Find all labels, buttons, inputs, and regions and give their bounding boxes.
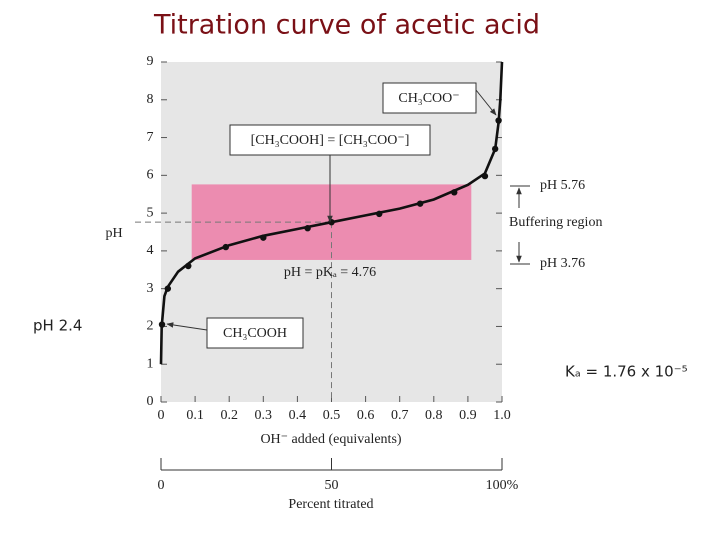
data-point xyxy=(328,218,335,226)
data-point xyxy=(491,145,499,153)
x2-tick-label: 50 xyxy=(325,478,339,493)
x2-tick-label: 0 xyxy=(158,478,165,493)
y-tick-label: 8 xyxy=(147,92,154,107)
annotation: [CH₃COOH] = [CH₃COO⁻] xyxy=(251,133,410,148)
y-tick-label: 2 xyxy=(147,319,154,334)
annotation: pH 2.4 xyxy=(33,317,82,335)
x-tick-label: 0.8 xyxy=(425,408,443,423)
data-point xyxy=(495,117,502,124)
x-tick-label: 0.3 xyxy=(255,408,273,423)
data-point xyxy=(260,234,267,241)
x-tick-label: 0 xyxy=(158,408,165,423)
annotation: pH 3.76 xyxy=(540,256,585,271)
x-tick-label: 0.2 xyxy=(220,408,238,423)
data-point xyxy=(304,225,311,232)
x2-tick-label: 100% xyxy=(486,478,519,493)
data-point xyxy=(185,262,192,270)
y-tick-label: 0 xyxy=(147,394,154,409)
chart-title: Titration curve of acetic acid xyxy=(153,10,540,41)
x-tick-label: 1.0 xyxy=(493,408,511,423)
x2-axis-label: Percent titrated xyxy=(288,497,373,512)
annotation-box xyxy=(382,82,477,114)
y-axis-label: pH xyxy=(105,226,122,241)
data-point xyxy=(158,321,166,328)
x-tick-label: 0.4 xyxy=(289,408,307,423)
y-tick-label: 3 xyxy=(147,281,154,296)
y-tick-label: 5 xyxy=(147,205,154,220)
y-tick-label: 1 xyxy=(147,356,154,371)
data-point xyxy=(376,210,383,218)
annotation: CH₃COOH xyxy=(223,326,287,341)
x-tick-label: 0.1 xyxy=(186,408,204,423)
data-point xyxy=(164,285,172,292)
annotation: Kₐ = 1.76 x 10⁻⁵ xyxy=(565,363,688,381)
data-point xyxy=(416,200,424,207)
y-tick-label: 9 xyxy=(147,54,154,69)
data-point xyxy=(222,243,229,251)
annotation: CH₃COO⁻ xyxy=(398,91,459,106)
x-axis-label: OH⁻ added (equivalents) xyxy=(260,432,401,447)
y-tick-label: 4 xyxy=(147,243,154,258)
annotation-box xyxy=(206,317,304,349)
y-tick-label: 6 xyxy=(147,168,154,183)
x-tick-label: 0.7 xyxy=(391,408,409,423)
y-tick-label: 7 xyxy=(147,130,154,145)
x-tick-label: 0.9 xyxy=(459,408,477,423)
annotation: pH 5.76 xyxy=(540,178,585,193)
annotation-arrow xyxy=(475,89,497,116)
x-tick-label: 0.6 xyxy=(357,408,375,423)
data-point xyxy=(481,172,489,180)
annotation-arrow xyxy=(166,322,208,331)
data-point xyxy=(451,189,458,196)
annotation: Buffering region xyxy=(509,215,602,230)
x-tick-label: 0.5 xyxy=(323,408,341,423)
annotation: pH = pKₐ = 4.76 xyxy=(284,265,376,280)
